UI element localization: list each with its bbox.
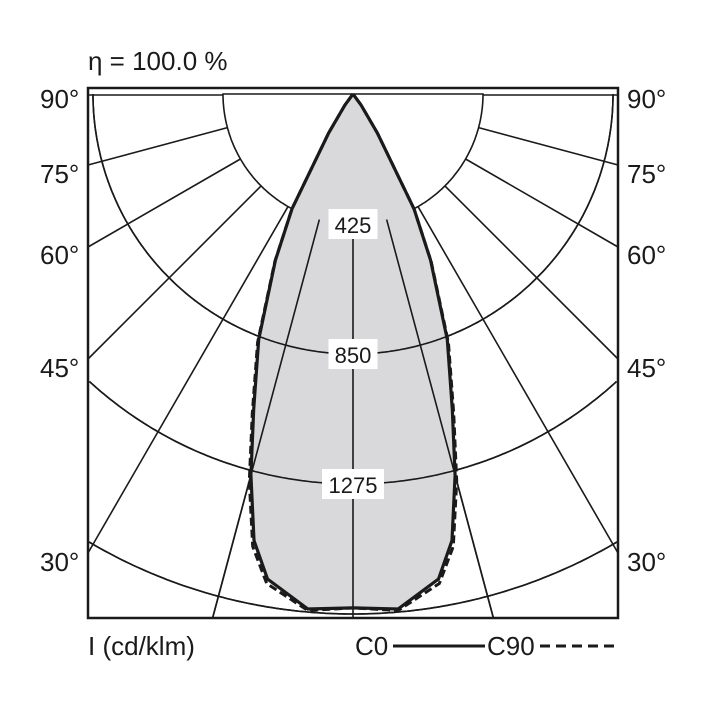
- angle-label-right: 45°: [627, 353, 666, 383]
- legend-c90-label: C90: [487, 631, 535, 661]
- chart-title: η = 100.0 %: [88, 46, 228, 76]
- grid-angle-line: [478, 126, 619, 166]
- grid-angle-line: [385, 219, 495, 619]
- angle-label-right: 90°: [627, 84, 666, 114]
- radial-tick-label: 425: [335, 213, 372, 238]
- angle-label-left: 90°: [40, 84, 79, 114]
- radial-tick-label: 850: [335, 343, 372, 368]
- grid-angle-line: [444, 185, 619, 360]
- angle-label-right: 75°: [627, 159, 666, 189]
- angle-label-left: 45°: [40, 353, 79, 383]
- grid-angle-line: [87, 185, 262, 360]
- radial-label-bg: [328, 339, 378, 369]
- grid-circle: [88, 541, 618, 615]
- c0-curve: [249, 93, 457, 611]
- grid-angle-line: [87, 158, 241, 248]
- grid-angle-line: [211, 219, 321, 619]
- grid-angle-line: [417, 206, 619, 554]
- angle-label-right: 60°: [627, 240, 666, 270]
- angle-label-right: 30°: [627, 547, 666, 577]
- plot-frame: [86, 86, 620, 620]
- grid-angle-line: [87, 126, 228, 166]
- radial-tick-label: 1275: [329, 473, 378, 498]
- radial-label-bg: [328, 209, 378, 239]
- angle-label-left: 75°: [40, 159, 79, 189]
- angle-label-left: 60°: [40, 240, 79, 270]
- legend-c0-label: C0: [355, 631, 388, 661]
- grid-angle-line: [87, 206, 289, 554]
- grid-angle-line: [465, 158, 619, 248]
- angle-label-left: 30°: [40, 547, 79, 577]
- unit-label: I (cd/klm): [88, 631, 195, 661]
- radial-label-bg: [322, 469, 384, 499]
